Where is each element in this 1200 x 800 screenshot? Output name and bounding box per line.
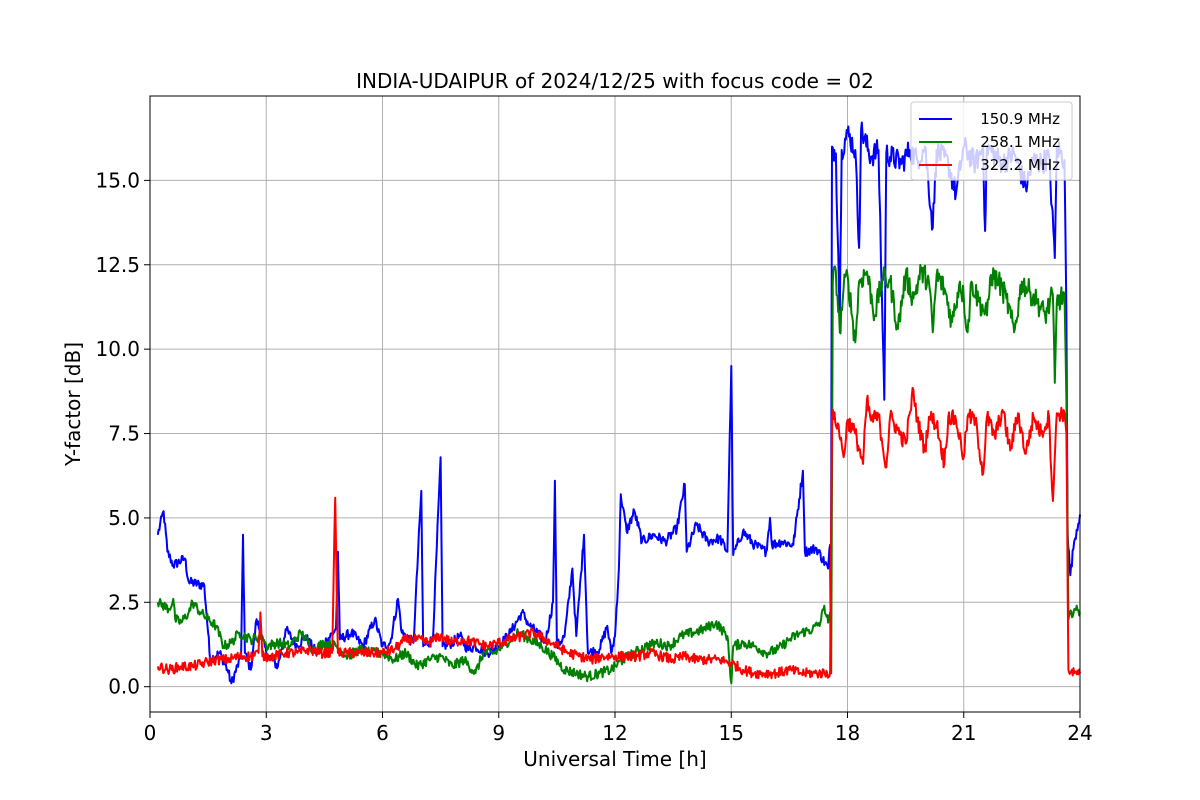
legend-box bbox=[910, 101, 1073, 181]
y-tick-label: 5.0 bbox=[108, 506, 140, 530]
x-tick-label: 0 bbox=[144, 721, 157, 745]
series-line-1 bbox=[156, 121, 1081, 685]
legend-label: 150.9 MHz bbox=[980, 110, 1060, 128]
x-axis-label: Universal Time [h] bbox=[523, 747, 706, 771]
series-line-3 bbox=[156, 386, 1081, 680]
x-tick-label: 6 bbox=[376, 721, 389, 745]
legend-label: 258.1 MHz bbox=[980, 133, 1060, 151]
y-tick-label: 12.5 bbox=[95, 253, 140, 277]
y-tick-label: 2.5 bbox=[108, 590, 140, 614]
y-tick-label: 15.0 bbox=[95, 168, 140, 192]
x-tick-label: 24 bbox=[1067, 721, 1092, 745]
x-tick-label: 15 bbox=[719, 721, 744, 745]
x-tick-label: 18 bbox=[835, 721, 860, 745]
legend-label: 322.2 MHz bbox=[980, 156, 1060, 174]
x-tick-label: 12 bbox=[602, 721, 627, 745]
x-tick-label: 21 bbox=[951, 721, 976, 745]
series-lines bbox=[156, 121, 1081, 685]
y-axis-label: Y-factor [dB] bbox=[61, 342, 85, 467]
y-tick-label: 0.0 bbox=[108, 675, 140, 699]
chart-title: INDIA-UDAIPUR of 2024/12/25 with focus c… bbox=[356, 69, 874, 93]
axis-ticks: 0 3 6 9 12 15 18 21 24 0.0 2.5 5.0 7.5 10.0 12.5 15.0 bbox=[95, 168, 1092, 745]
series-line-2 bbox=[156, 263, 1081, 685]
x-tick-label: 9 bbox=[492, 721, 505, 745]
legend: 150.9 MHz 258.1 MHz 322.2 MHz bbox=[910, 101, 1073, 181]
x-tick-label: 3 bbox=[260, 721, 273, 745]
y-tick-label: 7.5 bbox=[108, 422, 140, 446]
y-tick-label: 10.0 bbox=[95, 337, 140, 361]
